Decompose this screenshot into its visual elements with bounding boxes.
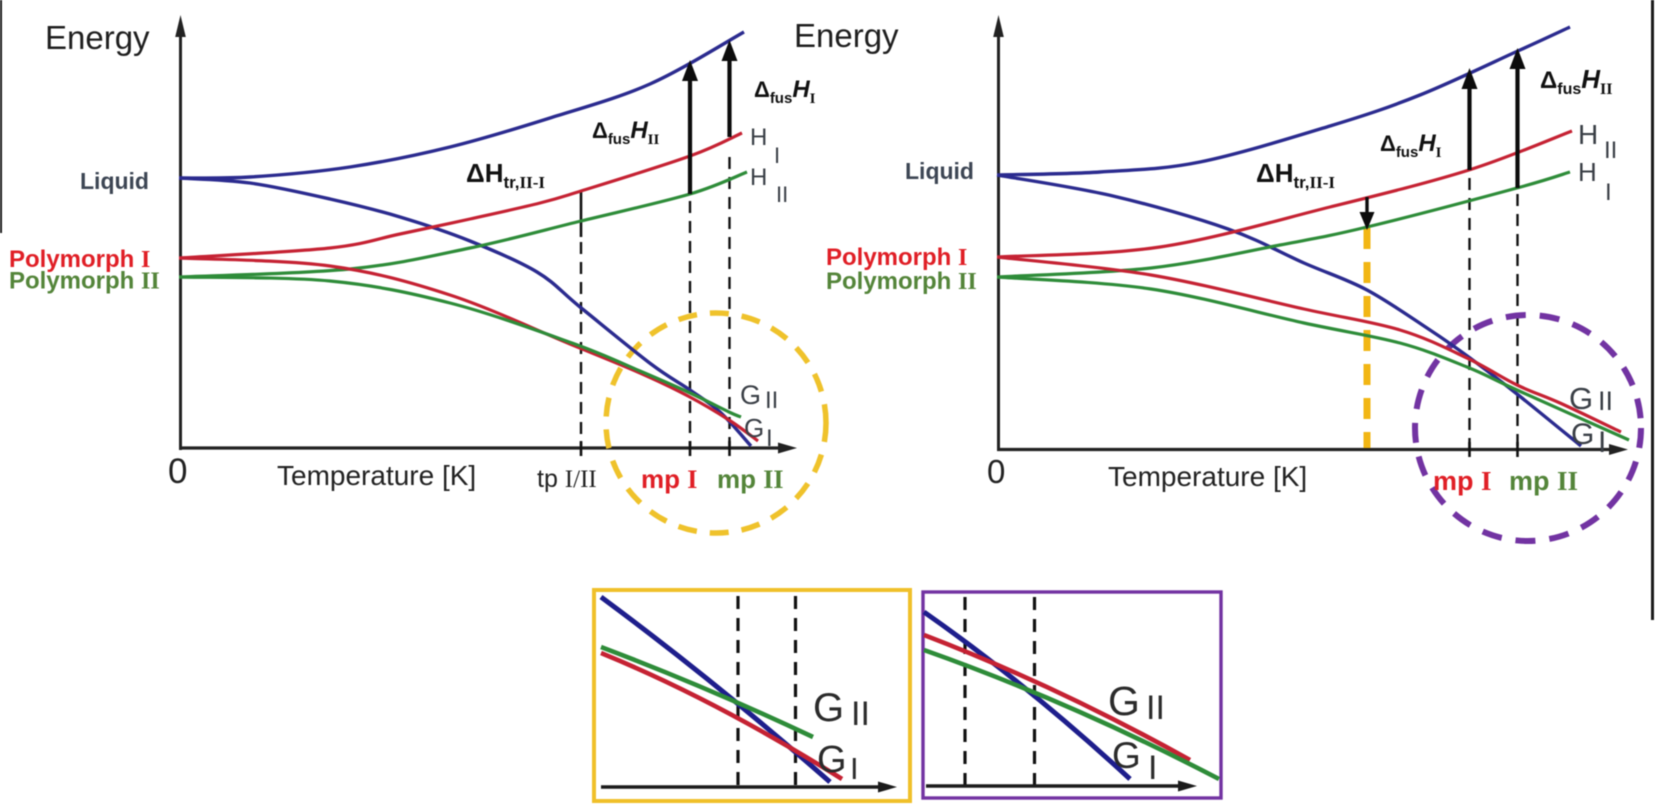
svg-text:II: II (1146, 689, 1165, 727)
svg-text:ΔfusHI: ΔfusHI (754, 76, 816, 107)
svg-text:0: 0 (987, 453, 1005, 490)
svg-text:G: G (740, 380, 761, 410)
svg-text:Polymorph I: Polymorph I (9, 246, 150, 273)
svg-text:II: II (765, 387, 778, 414)
svg-text:H: H (1578, 119, 1598, 150)
svg-text:mp I: mp I (641, 464, 697, 494)
svg-text:G: G (817, 739, 847, 781)
svg-text:I: I (766, 425, 773, 452)
svg-text:G: G (1569, 381, 1593, 416)
svg-text:Energy: Energy (45, 19, 150, 56)
svg-text:I: I (774, 143, 780, 168)
svg-text:H: H (750, 124, 767, 151)
svg-text:Polymorph II: Polymorph II (826, 268, 977, 295)
svg-text:G: G (744, 413, 764, 443)
svg-text:Liquid: Liquid (80, 168, 149, 194)
svg-text:I: I (1598, 426, 1606, 459)
svg-text:I: I (850, 751, 859, 786)
svg-text:Polymorph II: Polymorph II (9, 268, 160, 295)
svg-text:Temperature [K]: Temperature [K] (277, 460, 476, 491)
svg-text:G: G (1571, 418, 1594, 451)
svg-text:G: G (813, 686, 844, 730)
svg-text:II: II (1604, 137, 1617, 164)
svg-text:II: II (1598, 386, 1613, 416)
svg-text:II: II (851, 695, 870, 733)
svg-text:H: H (1578, 157, 1597, 187)
svg-text:Polymorph I: Polymorph I (826, 244, 967, 271)
svg-text:I: I (1605, 179, 1612, 206)
svg-text:Liquid: Liquid (905, 158, 974, 184)
svg-text:tp I/II: tp I/II (537, 465, 597, 493)
svg-text:mp I: mp I (1433, 466, 1492, 496)
svg-text:I: I (1148, 749, 1157, 787)
svg-text:Energy: Energy (794, 17, 899, 54)
svg-text:G: G (1108, 678, 1140, 724)
svg-text:0: 0 (168, 452, 187, 491)
svg-text:mp II: mp II (1509, 466, 1578, 496)
svg-text:II: II (776, 182, 788, 207)
svg-text:H: H (750, 164, 767, 191)
svg-text:Temperature [K]: Temperature [K] (1108, 461, 1307, 492)
svg-text:mp II: mp II (717, 464, 783, 494)
svg-text:G: G (1112, 735, 1141, 776)
